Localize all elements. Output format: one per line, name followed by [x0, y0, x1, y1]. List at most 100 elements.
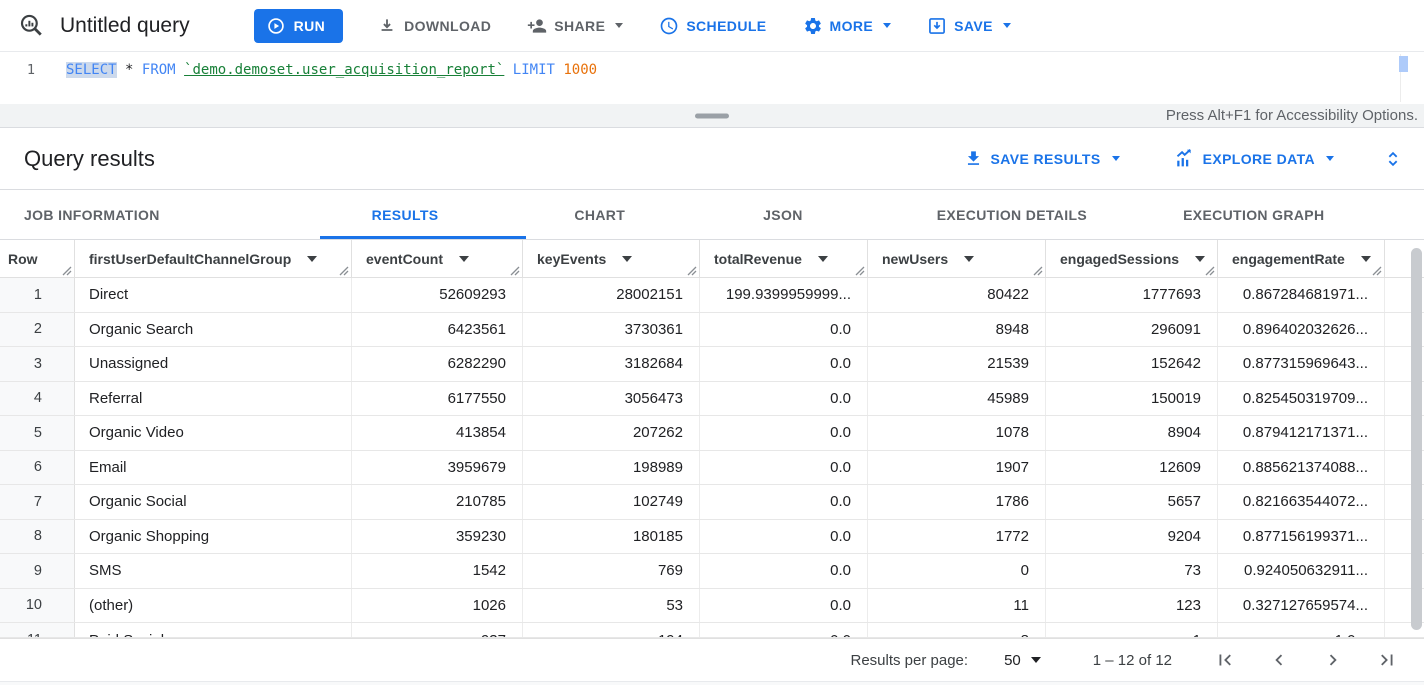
table-cell[interactable]: 0.0: [700, 312, 868, 346]
run-button[interactable]: RUN: [253, 8, 344, 43]
table-cell[interactable]: 6282290: [352, 347, 523, 381]
last-page-icon[interactable]: [1376, 649, 1398, 671]
table-cell[interactable]: 769: [523, 554, 700, 588]
column-resize-handle-icon[interactable]: [510, 266, 520, 276]
editor-scrollbar-track[interactable]: [1399, 54, 1410, 102]
column-resize-handle-icon[interactable]: [1372, 266, 1382, 276]
column-header-firstUserDefaultChannelGroup[interactable]: firstUserDefaultChannelGroup: [75, 240, 352, 277]
table-cell[interactable]: Unassigned: [75, 347, 352, 381]
tab-chart[interactable]: CHART: [574, 206, 626, 223]
column-header-Row[interactable]: Row: [0, 240, 75, 277]
column-resize-handle-icon[interactable]: [687, 266, 697, 276]
row-number-cell[interactable]: 2: [0, 312, 75, 346]
table-cell[interactable]: 1: [1046, 623, 1218, 637]
table-cell[interactable]: 3730361: [523, 312, 700, 346]
table-cell[interactable]: 123: [1046, 588, 1218, 622]
table-cell[interactable]: Organic Social: [75, 485, 352, 519]
table-cell[interactable]: 21539: [868, 347, 1046, 381]
table-cell[interactable]: 1.0...: [1218, 623, 1385, 637]
page-size-select[interactable]: 50: [1004, 652, 1041, 669]
row-number-cell[interactable]: 5: [0, 416, 75, 450]
save-results-button[interactable]: SAVE RESULTS: [964, 149, 1120, 168]
divider-drag-handle[interactable]: [695, 113, 729, 118]
table-cell[interactable]: SMS: [75, 554, 352, 588]
table-cell[interactable]: 52609293: [352, 278, 523, 312]
table-cell[interactable]: 3056473: [523, 381, 700, 415]
table-cell[interactable]: 0.327127659574...: [1218, 588, 1385, 622]
column-header-totalRevenue[interactable]: totalRevenue: [700, 240, 868, 277]
table-cell[interactable]: 0.0: [700, 485, 868, 519]
table-cell[interactable]: 0.825450319709...: [1218, 381, 1385, 415]
table-cell[interactable]: 73: [1046, 554, 1218, 588]
table-cell[interactable]: 8948: [868, 312, 1046, 346]
table-cell[interactable]: Direct: [75, 278, 352, 312]
table-cell[interactable]: 0.867284681971...: [1218, 278, 1385, 312]
table-cell[interactable]: 180185: [523, 519, 700, 553]
table-cell[interactable]: 1907: [868, 450, 1046, 484]
table-cell[interactable]: 12609: [1046, 450, 1218, 484]
table-cell[interactable]: 3959679: [352, 450, 523, 484]
table-cell[interactable]: Email: [75, 450, 352, 484]
table-cell[interactable]: 0.0: [700, 450, 868, 484]
table-cell[interactable]: 8904: [1046, 416, 1218, 450]
table-cell[interactable]: 5657: [1046, 485, 1218, 519]
table-cell[interactable]: 28002151: [523, 278, 700, 312]
table-cell[interactable]: 210785: [352, 485, 523, 519]
sql-editor[interactable]: 1 SELECT * FROM `demo.demoset.user_acqui…: [0, 52, 1424, 104]
table-cell[interactable]: 194: [523, 623, 700, 637]
row-number-cell[interactable]: 7: [0, 485, 75, 519]
table-cell[interactable]: 9204: [1046, 519, 1218, 553]
column-dropdown-icon[interactable]: [817, 255, 828, 262]
table-cell[interactable]: 102749: [523, 485, 700, 519]
table-cell[interactable]: 296091: [1046, 312, 1218, 346]
table-cell[interactable]: 3182684: [523, 347, 700, 381]
column-dropdown-icon[interactable]: [622, 255, 633, 262]
explore-data-button[interactable]: EXPLORE DATA: [1174, 148, 1334, 169]
table-cell[interactable]: 0.0: [700, 519, 868, 553]
row-number-cell[interactable]: 3: [0, 347, 75, 381]
more-button[interactable]: MORE: [803, 16, 892, 36]
table-cell[interactable]: 207262: [523, 416, 700, 450]
table-cell[interactable]: 152642: [1046, 347, 1218, 381]
row-number-cell[interactable]: 6: [0, 450, 75, 484]
column-header-keyEvents[interactable]: keyEvents: [523, 240, 700, 277]
table-cell[interactable]: 0.0: [700, 623, 868, 637]
column-resize-handle-icon[interactable]: [855, 266, 865, 276]
table-cell[interactable]: 6423561: [352, 312, 523, 346]
first-page-icon[interactable]: [1214, 649, 1236, 671]
table-cell[interactable]: 80422: [868, 278, 1046, 312]
column-dropdown-icon[interactable]: [1195, 255, 1206, 262]
column-resize-handle-icon[interactable]: [62, 266, 72, 276]
schedule-button[interactable]: SCHEDULE: [659, 16, 766, 36]
sql-code-line[interactable]: SELECT * FROM `demo.demoset.user_acquisi…: [48, 52, 597, 104]
table-cell[interactable]: 6177550: [352, 381, 523, 415]
table-cell[interactable]: 1786: [868, 485, 1046, 519]
table-cell[interactable]: 0.0: [700, 588, 868, 622]
table-cell[interactable]: 0: [868, 554, 1046, 588]
column-header-engagedSessions[interactable]: engagedSessions: [1046, 240, 1218, 277]
table-cell[interactable]: 1026: [352, 588, 523, 622]
row-number-cell[interactable]: 4: [0, 381, 75, 415]
column-dropdown-icon[interactable]: [459, 255, 469, 262]
table-cell[interactable]: 1777693: [1046, 278, 1218, 312]
tab-results[interactable]: RESULTS: [319, 190, 526, 239]
table-cell[interactable]: 8: [868, 623, 1046, 637]
table-cell[interactable]: (other): [75, 588, 352, 622]
table-cell[interactable]: Organic Shopping: [75, 519, 352, 553]
query-title[interactable]: Untitled query: [60, 13, 190, 37]
table-cell[interactable]: 413854: [352, 416, 523, 450]
column-header-newUsers[interactable]: newUsers: [868, 240, 1046, 277]
row-number-cell[interactable]: 10: [0, 588, 75, 622]
row-number-cell[interactable]: 8: [0, 519, 75, 553]
table-cell[interactable]: 0.924050632911...: [1218, 554, 1385, 588]
table-cell[interactable]: 359230: [352, 519, 523, 553]
share-button[interactable]: SHARE: [527, 16, 624, 36]
table-cell[interactable]: 0.877156199371...: [1218, 519, 1385, 553]
table-cell[interactable]: 199.9399959999...: [700, 278, 868, 312]
table-cell[interactable]: 150019: [1046, 381, 1218, 415]
table-cell[interactable]: Referral: [75, 381, 352, 415]
editor-scrollbar-thumb[interactable]: [1399, 56, 1408, 72]
row-number-cell[interactable]: 11: [0, 623, 75, 637]
column-resize-handle-icon[interactable]: [1033, 266, 1043, 276]
table-cell[interactable]: Paid Social: [75, 623, 352, 637]
